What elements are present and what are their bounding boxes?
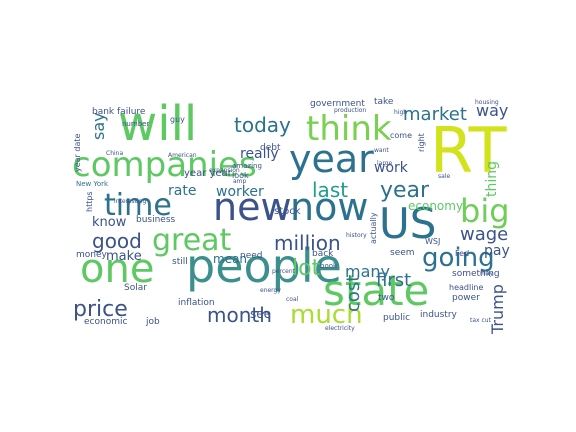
word-know: know	[92, 215, 127, 230]
word-year-date: year date	[73, 133, 82, 172]
word-us: US	[379, 199, 436, 248]
word-take: take	[374, 97, 394, 107]
word-great: great	[152, 223, 232, 258]
word-actually: actually	[369, 212, 378, 244]
word-million: million	[274, 231, 341, 255]
word-public: public	[383, 313, 410, 323]
word-economic: economic	[84, 317, 127, 327]
word-new-york: New York	[76, 180, 109, 188]
word-last: last	[312, 178, 348, 202]
word-look: look	[232, 171, 249, 180]
word-solar: Solar	[124, 283, 147, 293]
word-high: high	[394, 109, 407, 116]
word-back: back	[312, 249, 334, 259]
word-electricity: electricity	[325, 325, 355, 332]
word-year: year	[380, 178, 430, 203]
word-today: today	[234, 113, 291, 137]
word-business: business	[136, 215, 176, 225]
word-industry: industry	[420, 310, 458, 320]
word-bank-failure: bank failure	[92, 107, 146, 117]
word-year-year: year year	[184, 168, 233, 179]
word-time: time	[104, 188, 172, 223]
word-expansion: expansion	[209, 167, 240, 174]
word-thing: thing	[484, 161, 500, 197]
word-will: will	[118, 96, 197, 152]
word-book: book	[320, 262, 338, 270]
word-see: see	[250, 307, 271, 321]
word-rate: rate	[168, 183, 196, 199]
word-two: two	[378, 293, 395, 303]
word-big: big	[460, 192, 510, 230]
word-interesting: interesting	[114, 198, 146, 205]
word-much: much	[290, 300, 363, 330]
word-coal: coal	[286, 296, 299, 303]
word-sale: sale	[438, 173, 450, 180]
word-seem: seem	[390, 248, 415, 258]
word-year: year	[289, 137, 374, 181]
word-housing: housing	[475, 99, 499, 106]
word-job: job	[145, 317, 160, 327]
word-work: work	[374, 160, 409, 176]
word-history: history	[346, 232, 367, 239]
word-way: way	[476, 101, 508, 120]
word-think: think	[306, 109, 392, 149]
word-market: market	[403, 104, 467, 125]
word-going: going	[422, 243, 495, 273]
word-stock: stock	[274, 206, 301, 217]
word-tax-cut: tax cut	[470, 317, 492, 324]
word-trump: Trump	[488, 284, 507, 335]
word-still: still	[172, 257, 188, 267]
word-cost: cost	[343, 275, 364, 312]
word-pay: pay	[484, 243, 510, 259]
word-fed: Fed	[455, 249, 469, 258]
word-one: one	[80, 246, 154, 292]
word-worker: worker	[216, 184, 264, 200]
word-want: want	[374, 147, 389, 154]
word-rt: RT	[430, 114, 508, 187]
word-economy: economy	[408, 199, 463, 213]
word-guy: guy	[170, 115, 185, 124]
word-money: money	[76, 250, 108, 260]
word-month: month	[207, 303, 272, 327]
word-amazing: amazing	[232, 162, 262, 170]
word-companies: companies	[72, 145, 257, 185]
word-percent: percent	[272, 268, 296, 275]
word-power: power	[452, 293, 480, 303]
word-american: American	[168, 152, 197, 159]
word-debt: debt	[260, 143, 281, 153]
word-may: may	[480, 270, 494, 277]
word-now: now	[290, 185, 368, 229]
word-china: China	[106, 150, 123, 157]
word-production: production	[334, 107, 366, 114]
word-mean: mean	[213, 252, 247, 266]
word-lot: lot	[292, 256, 321, 281]
word-good: good	[92, 229, 142, 253]
word-amp: amp	[233, 178, 247, 185]
word-price: price	[73, 297, 128, 322]
word-number: number	[122, 120, 149, 128]
word-people: people	[186, 239, 342, 293]
word-say: say	[89, 112, 108, 140]
word-https: https	[85, 191, 94, 212]
word-inflation: inflation	[178, 298, 215, 308]
word-something: something	[452, 269, 500, 279]
word-energy: energy	[260, 287, 281, 294]
word-need: need	[240, 251, 263, 261]
word-wsj: WSJ	[425, 237, 440, 246]
word-state: state	[323, 266, 429, 315]
word-new: new	[213, 185, 292, 229]
word-many: many	[345, 262, 390, 281]
word-come: come	[390, 131, 412, 140]
word-headline: headline	[449, 283, 483, 292]
word-first: first	[376, 270, 411, 291]
word-government: government	[310, 99, 365, 109]
word-make: make	[106, 249, 142, 264]
word-wage: wage	[460, 224, 508, 245]
word-right: right	[417, 133, 426, 152]
word-large: large	[377, 160, 393, 167]
word-really: really	[240, 146, 279, 162]
